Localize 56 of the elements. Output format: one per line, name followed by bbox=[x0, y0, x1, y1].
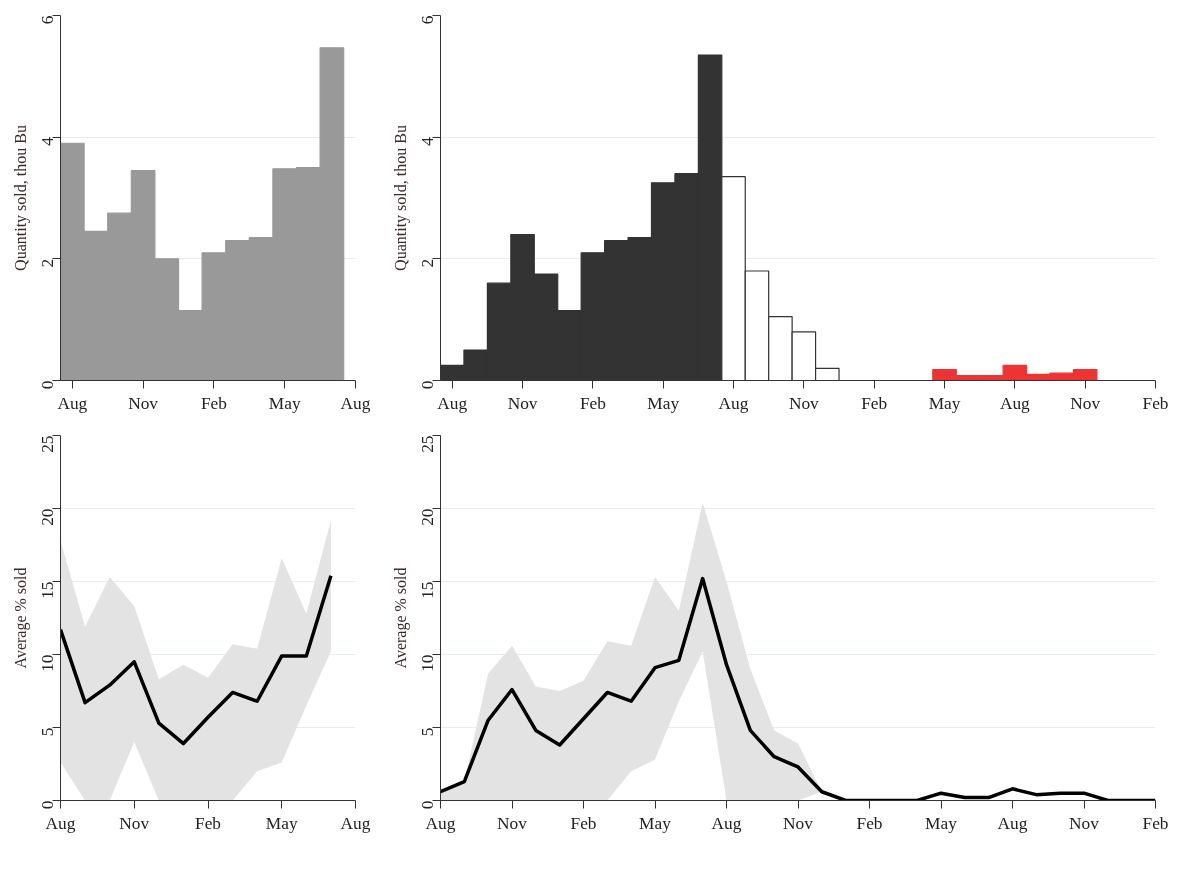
x-tick-label: Aug bbox=[999, 393, 1031, 413]
y-tick-label: 0 bbox=[38, 800, 57, 810]
y-tick-label: 25 bbox=[418, 435, 437, 453]
x-tick-label: Nov bbox=[788, 393, 820, 413]
x-tick-label: May bbox=[925, 813, 958, 833]
x-tick-label: Nov bbox=[1070, 393, 1101, 413]
y-tick-label: 4 bbox=[38, 136, 57, 146]
x-tick-label: May bbox=[265, 813, 298, 833]
x-tick-label: Nov bbox=[119, 813, 150, 833]
y-tick-label: 6 bbox=[38, 15, 57, 25]
x-tick-label: Nov bbox=[1069, 813, 1100, 833]
x-tick-label: Nov bbox=[783, 813, 814, 833]
y-tick-label: 2 bbox=[418, 258, 437, 268]
x-tick-label: Feb bbox=[861, 393, 888, 413]
x-tick-label: Aug bbox=[711, 813, 742, 833]
x-tick-label: May bbox=[268, 393, 301, 413]
x-tick-label: Feb bbox=[1142, 813, 1169, 833]
x-tick-label: May bbox=[647, 393, 680, 413]
x-tick-label: May bbox=[928, 393, 961, 413]
x-tick-label: Aug bbox=[340, 813, 371, 833]
x-tick-label: Feb bbox=[200, 393, 227, 413]
x-tick-label: Nov bbox=[507, 393, 538, 413]
x-tick-label: May bbox=[639, 813, 672, 833]
y-tick-label: 10 bbox=[418, 654, 437, 672]
y-tick-label: 5 bbox=[418, 727, 437, 737]
x-tick-label: Feb bbox=[579, 393, 606, 413]
y-tick-label: 15 bbox=[38, 581, 57, 599]
x-tick-label: Aug bbox=[340, 393, 371, 413]
x-tick-label: Aug bbox=[437, 393, 468, 413]
y-tick-label: 0 bbox=[38, 380, 57, 390]
y-axis-title: Quantity sold, thou Bu bbox=[11, 125, 30, 271]
y-tick-label: 10 bbox=[38, 654, 57, 672]
x-tick-label: Nov bbox=[128, 393, 159, 413]
y-axis-title: Average % sold bbox=[391, 567, 410, 669]
y-tick-label: 15 bbox=[418, 581, 437, 599]
y-tick-label: 0 bbox=[418, 380, 437, 390]
y-axis-title: Average % sold bbox=[11, 567, 30, 669]
x-tick-label: Feb bbox=[195, 813, 221, 833]
x-tick-label: Aug bbox=[57, 393, 88, 413]
x-tick-label: Feb bbox=[570, 813, 597, 833]
x-tick-label: Aug bbox=[45, 813, 76, 833]
y-tick-label: 20 bbox=[38, 508, 57, 526]
y-axis-title: Quantity sold, thou Bu bbox=[391, 125, 410, 271]
y-tick-label: 25 bbox=[38, 435, 57, 453]
y-tick-label: 20 bbox=[418, 508, 437, 526]
x-tick-label: Feb bbox=[1142, 393, 1169, 413]
x-tick-label: Feb bbox=[856, 813, 883, 833]
x-tick-label: Aug bbox=[718, 393, 749, 413]
y-tick-label: 0 bbox=[418, 800, 437, 810]
y-tick-label: 5 bbox=[38, 727, 57, 737]
y-tick-label: 2 bbox=[38, 258, 57, 268]
y-tick-label: 6 bbox=[418, 15, 437, 25]
x-tick-label: Aug bbox=[425, 813, 456, 833]
x-tick-label: Nov bbox=[497, 813, 528, 833]
x-tick-label: Aug bbox=[997, 813, 1028, 833]
y-tick-label: 4 bbox=[418, 136, 437, 146]
